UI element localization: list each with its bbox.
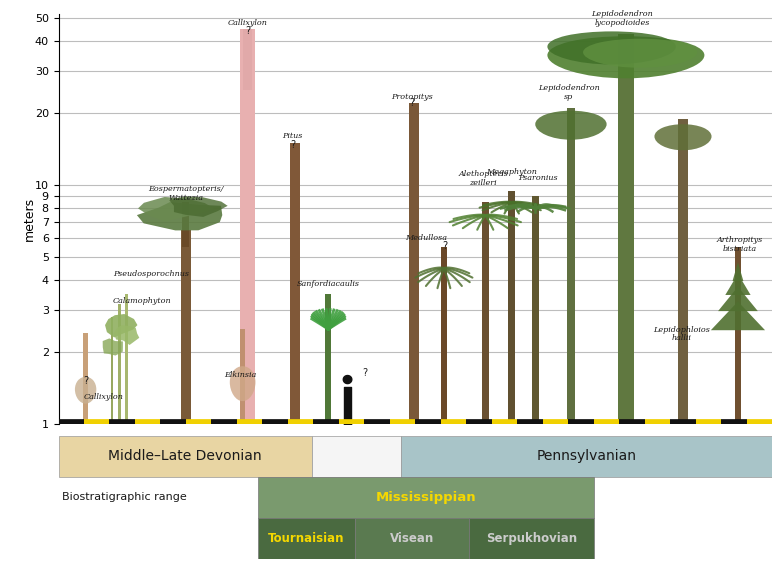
Bar [243,29,252,90]
Text: Elkinsia: Elkinsia [225,371,257,379]
Bar [401,436,772,477]
Polygon shape [732,262,743,281]
Bar [290,143,300,424]
Polygon shape [136,202,222,230]
Text: Lepidodendron
sp: Lepidodendron sp [538,84,600,101]
Bar [566,108,575,424]
Text: ?: ? [442,241,448,251]
Polygon shape [103,338,123,356]
Text: ?: ? [362,368,367,378]
Bar [240,29,255,424]
Text: Callixylon: Callixylon [83,393,123,401]
Bar [532,196,539,424]
Ellipse shape [654,124,711,150]
Text: Pseudosporochnus: Pseudosporochnus [113,270,189,278]
Text: Medullosa: Medullosa [406,234,448,242]
Bar [118,303,121,424]
Bar [508,191,516,424]
Bar [618,34,633,424]
Text: Sanfordiacaulis: Sanfordiacaulis [296,280,360,288]
Bar [111,318,113,424]
Text: Middle–Late Devonian: Middle–Late Devonian [108,449,262,463]
Ellipse shape [230,366,256,401]
Polygon shape [725,274,750,295]
Text: Pennsylvanian: Pennsylvanian [537,449,636,463]
Text: ?: ? [245,26,250,36]
Bar [679,119,688,424]
Bar [312,436,401,477]
Bar [410,103,419,424]
Bar [83,333,88,424]
Text: Psaronius: Psaronius [518,174,558,182]
Bar [482,202,489,424]
Text: Megaphyton: Megaphyton [486,168,537,176]
Text: Lepidodendron
lycopodioides: Lepidodendron lycopodioides [591,10,653,27]
Text: Serpukhovian: Serpukhovian [486,532,577,545]
Polygon shape [718,287,758,311]
Text: Biostratigraphic range: Biostratigraphic range [62,492,187,502]
Text: ?: ? [290,140,295,150]
Ellipse shape [535,111,607,140]
Text: ?: ? [83,376,89,386]
Polygon shape [105,314,137,337]
Text: Mississippian: Mississippian [376,491,477,504]
Bar [355,518,469,559]
Polygon shape [343,375,352,384]
Bar [182,202,189,247]
Ellipse shape [548,36,704,78]
Text: Protopitys: Protopitys [391,93,433,101]
Text: Arthropitys
bistriata: Arthropitys bistriata [717,236,763,253]
Bar [735,247,741,424]
Bar [441,247,447,424]
Polygon shape [711,302,765,330]
Polygon shape [169,196,228,217]
Bar [258,477,594,518]
Text: Calamophyton: Calamophyton [113,297,172,305]
Text: ?: ? [410,98,414,108]
Ellipse shape [548,31,675,65]
Bar [180,230,190,424]
Text: Tournaisian: Tournaisian [268,532,345,545]
Polygon shape [114,325,140,345]
Text: Callixylon: Callixylon [228,19,268,27]
Text: Lepidophloios
hallii: Lepidophloios hallii [653,325,710,342]
Ellipse shape [75,377,96,404]
Bar [58,436,312,477]
Bar [125,294,128,424]
Text: Eospermatopteris/
Wattezia: Eospermatopteris/ Wattezia [147,185,223,202]
Bar [469,518,594,559]
Text: Pitus: Pitus [282,132,303,140]
Ellipse shape [583,39,697,68]
Y-axis label: meters: meters [23,197,36,241]
Bar [239,329,246,424]
Bar [258,518,355,559]
Text: Visean: Visean [390,532,434,545]
Bar [325,294,332,424]
Text: Alethopteris
zeilleri: Alethopteris zeilleri [458,170,508,187]
Polygon shape [138,197,215,221]
